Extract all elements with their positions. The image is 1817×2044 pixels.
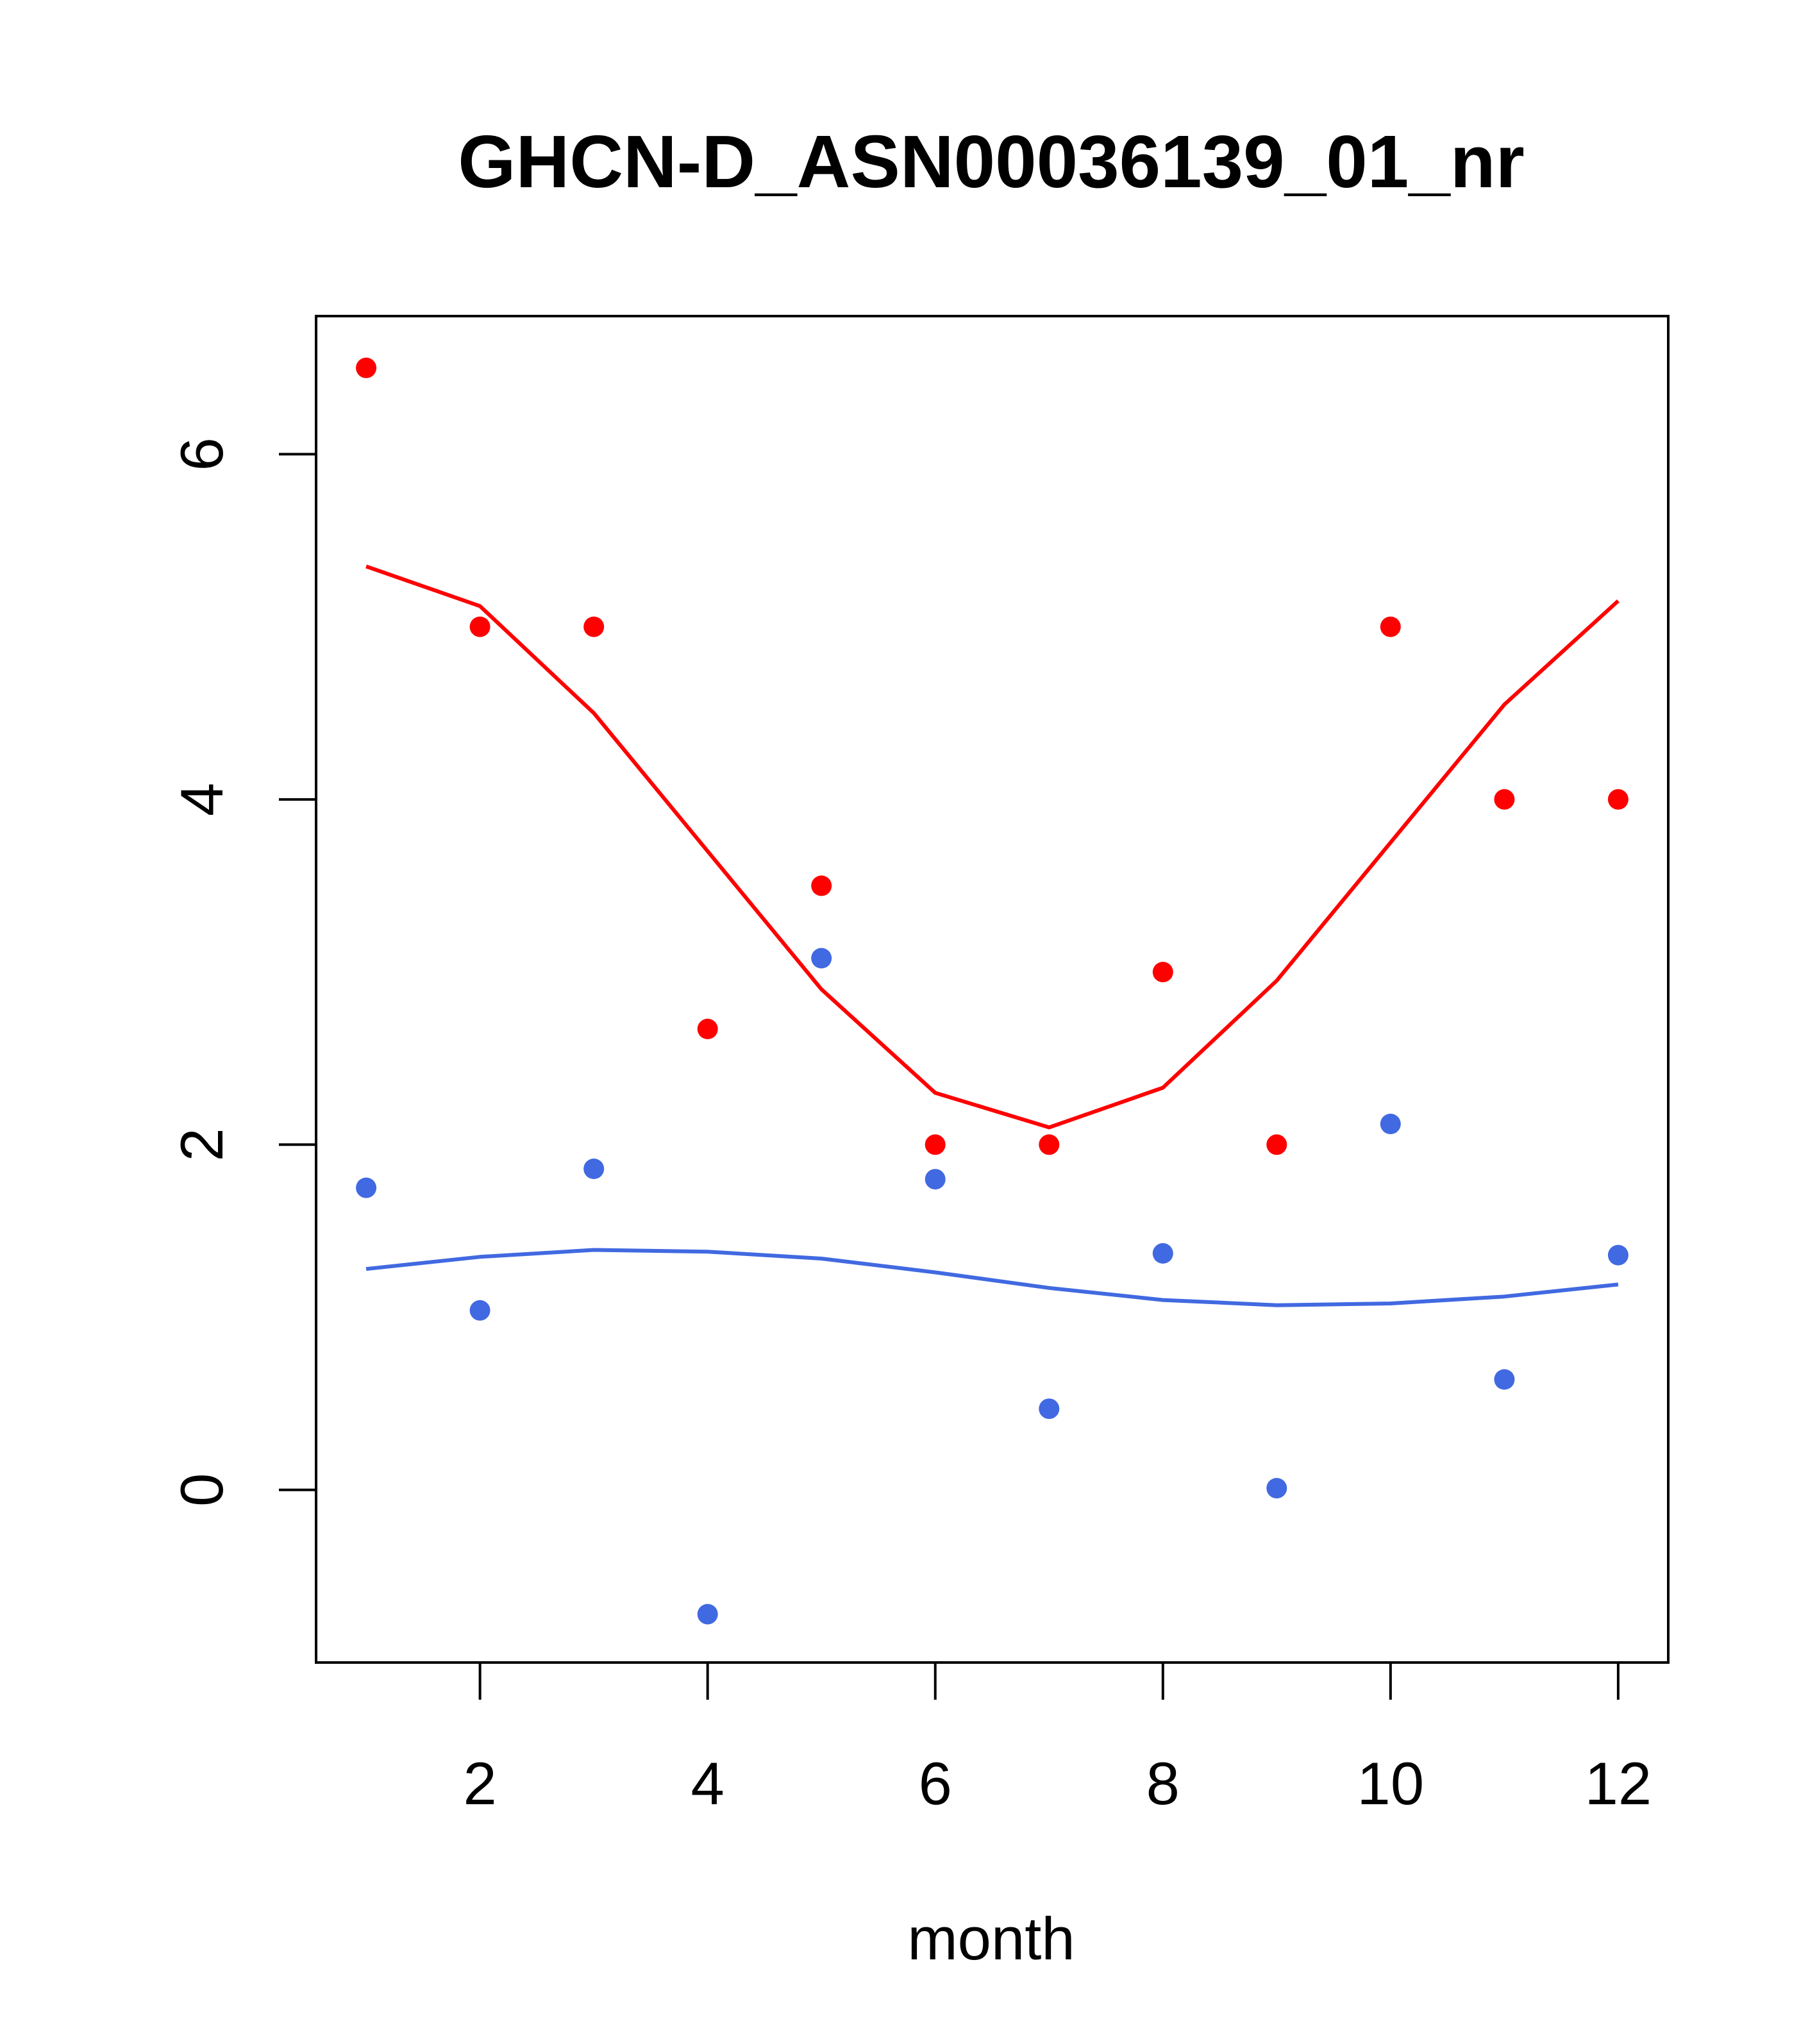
x-axis-label: month (907, 1905, 1075, 1972)
series-1-point (583, 616, 605, 637)
x-tick-label: 2 (463, 1750, 496, 1817)
series-2-point (356, 1177, 377, 1198)
series-2-point (1039, 1398, 1060, 1420)
x-tick-label: 8 (1146, 1750, 1180, 1817)
x-axis: 2 4 6 8 10 12 (463, 1663, 1652, 1817)
y-tick-label: 0 (168, 1473, 235, 1507)
x-tick-label: 4 (691, 1750, 724, 1817)
chart-title: GHCN-D_ASN00036139_01_nr (458, 120, 1525, 203)
series-1-point (1380, 616, 1401, 637)
series-1-point (1039, 1134, 1060, 1155)
series-1-point (1152, 962, 1173, 983)
series-2-point (811, 948, 832, 969)
series-2-point (1266, 1478, 1287, 1499)
series-lines (365, 564, 1620, 1307)
series-1-point (1494, 789, 1515, 810)
series-2-point (1607, 1244, 1629, 1266)
x-tick-label: 10 (1357, 1750, 1425, 1817)
series-2-point (1152, 1243, 1173, 1264)
series-2-point (1380, 1114, 1401, 1134)
series-1-point (811, 875, 832, 896)
series-1-point (925, 1134, 946, 1155)
series-1-line (365, 564, 1620, 1130)
y-tick-label: 2 (168, 1128, 235, 1161)
series-2-point (925, 1169, 946, 1190)
series-2-point (697, 1604, 718, 1625)
y-tick-label: 4 (168, 783, 235, 816)
x-tick-label: 6 (919, 1750, 952, 1817)
series-1-point (1607, 789, 1629, 810)
series-1-point (697, 1018, 718, 1039)
y-axis: 0 2 4 6 (168, 437, 316, 1507)
series-2-point (1494, 1369, 1515, 1390)
series-1-point (356, 357, 377, 378)
series-1-point (1266, 1134, 1287, 1155)
y-tick-label: 6 (168, 437, 235, 471)
series-points (356, 357, 1629, 1625)
x-tick-label: 12 (1585, 1750, 1652, 1817)
series-2-line (365, 1248, 1619, 1307)
series-1-point (469, 616, 490, 637)
series-2-point (469, 1300, 490, 1321)
plot-frame (315, 315, 1670, 1664)
series-2-point (583, 1159, 605, 1179)
